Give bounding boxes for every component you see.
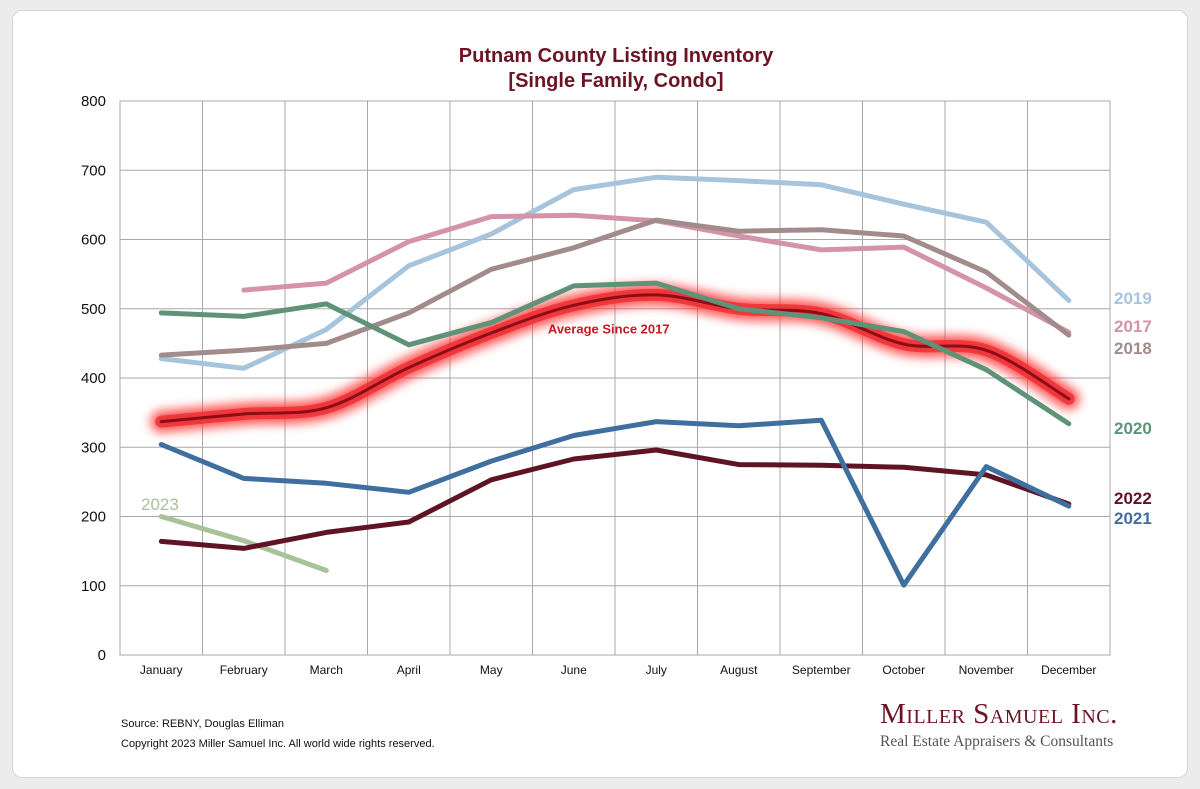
chart-title-line2: [Single Family, Condo] bbox=[508, 70, 724, 92]
chart-title: Putnam County Listing Inventory [Single … bbox=[0, 44, 1200, 94]
x-tick-label: September bbox=[792, 663, 851, 677]
x-tick-label: March bbox=[310, 663, 343, 677]
brand-name: Miller Samuel Inc. bbox=[880, 698, 1118, 730]
x-tick-label: February bbox=[220, 663, 268, 677]
series-line-2022 bbox=[158, 447, 1072, 551]
y-tick-label: 500 bbox=[81, 301, 106, 318]
brand-logo: Miller Samuel Inc. Real Estate Appraiser… bbox=[880, 698, 1120, 751]
x-tick-label: January bbox=[140, 663, 183, 677]
x-tick-label: October bbox=[882, 663, 925, 677]
y-tick-label: 700 bbox=[81, 162, 106, 179]
brand-tagline: Real Estate Appraisers & Consultants bbox=[880, 733, 1114, 750]
y-tick-label: 400 bbox=[81, 370, 106, 387]
x-tick-label: June bbox=[561, 663, 587, 677]
series-label-2022: 2022 bbox=[1114, 489, 1152, 508]
series-label-2021: 2021 bbox=[1114, 509, 1152, 528]
y-tick-label: 0 bbox=[98, 647, 106, 664]
series-label-2020: 2020 bbox=[1114, 419, 1152, 438]
series-label-2023: 2023 bbox=[141, 495, 179, 514]
y-tick-label: 800 bbox=[81, 93, 106, 110]
x-tick-label: August bbox=[720, 663, 758, 677]
series-line-2019 bbox=[158, 174, 1072, 371]
series-line-2021 bbox=[158, 417, 1072, 588]
x-tick-label: November bbox=[959, 663, 1014, 677]
x-tick-label: December bbox=[1041, 663, 1096, 677]
series-line-2018 bbox=[158, 217, 1072, 358]
chart-title-line1: Putnam County Listing Inventory bbox=[458, 45, 774, 67]
y-tick-label: 600 bbox=[81, 232, 106, 249]
series-line-2023 bbox=[158, 514, 329, 573]
average-label: Average Since 2017 bbox=[548, 322, 670, 337]
series-line-average bbox=[159, 293, 1071, 424]
y-tick-label: 100 bbox=[81, 578, 106, 595]
y-tick-label: 200 bbox=[81, 509, 106, 526]
copyright-note: Copyright 2023 Miller Samuel Inc. All wo… bbox=[121, 738, 435, 750]
series-label-2019: 2019 bbox=[1114, 289, 1152, 308]
source-note: Source: REBNY, Douglas Elliman bbox=[121, 718, 285, 730]
y-tick-label: 300 bbox=[81, 439, 106, 456]
x-tick-label: April bbox=[397, 663, 421, 677]
series-label-2017: 2017 bbox=[1114, 317, 1152, 336]
x-tick-label: May bbox=[480, 663, 503, 677]
x-tick-label: July bbox=[646, 663, 667, 677]
series-label-2018: 2018 bbox=[1114, 339, 1152, 358]
series-line-2020 bbox=[158, 280, 1072, 427]
